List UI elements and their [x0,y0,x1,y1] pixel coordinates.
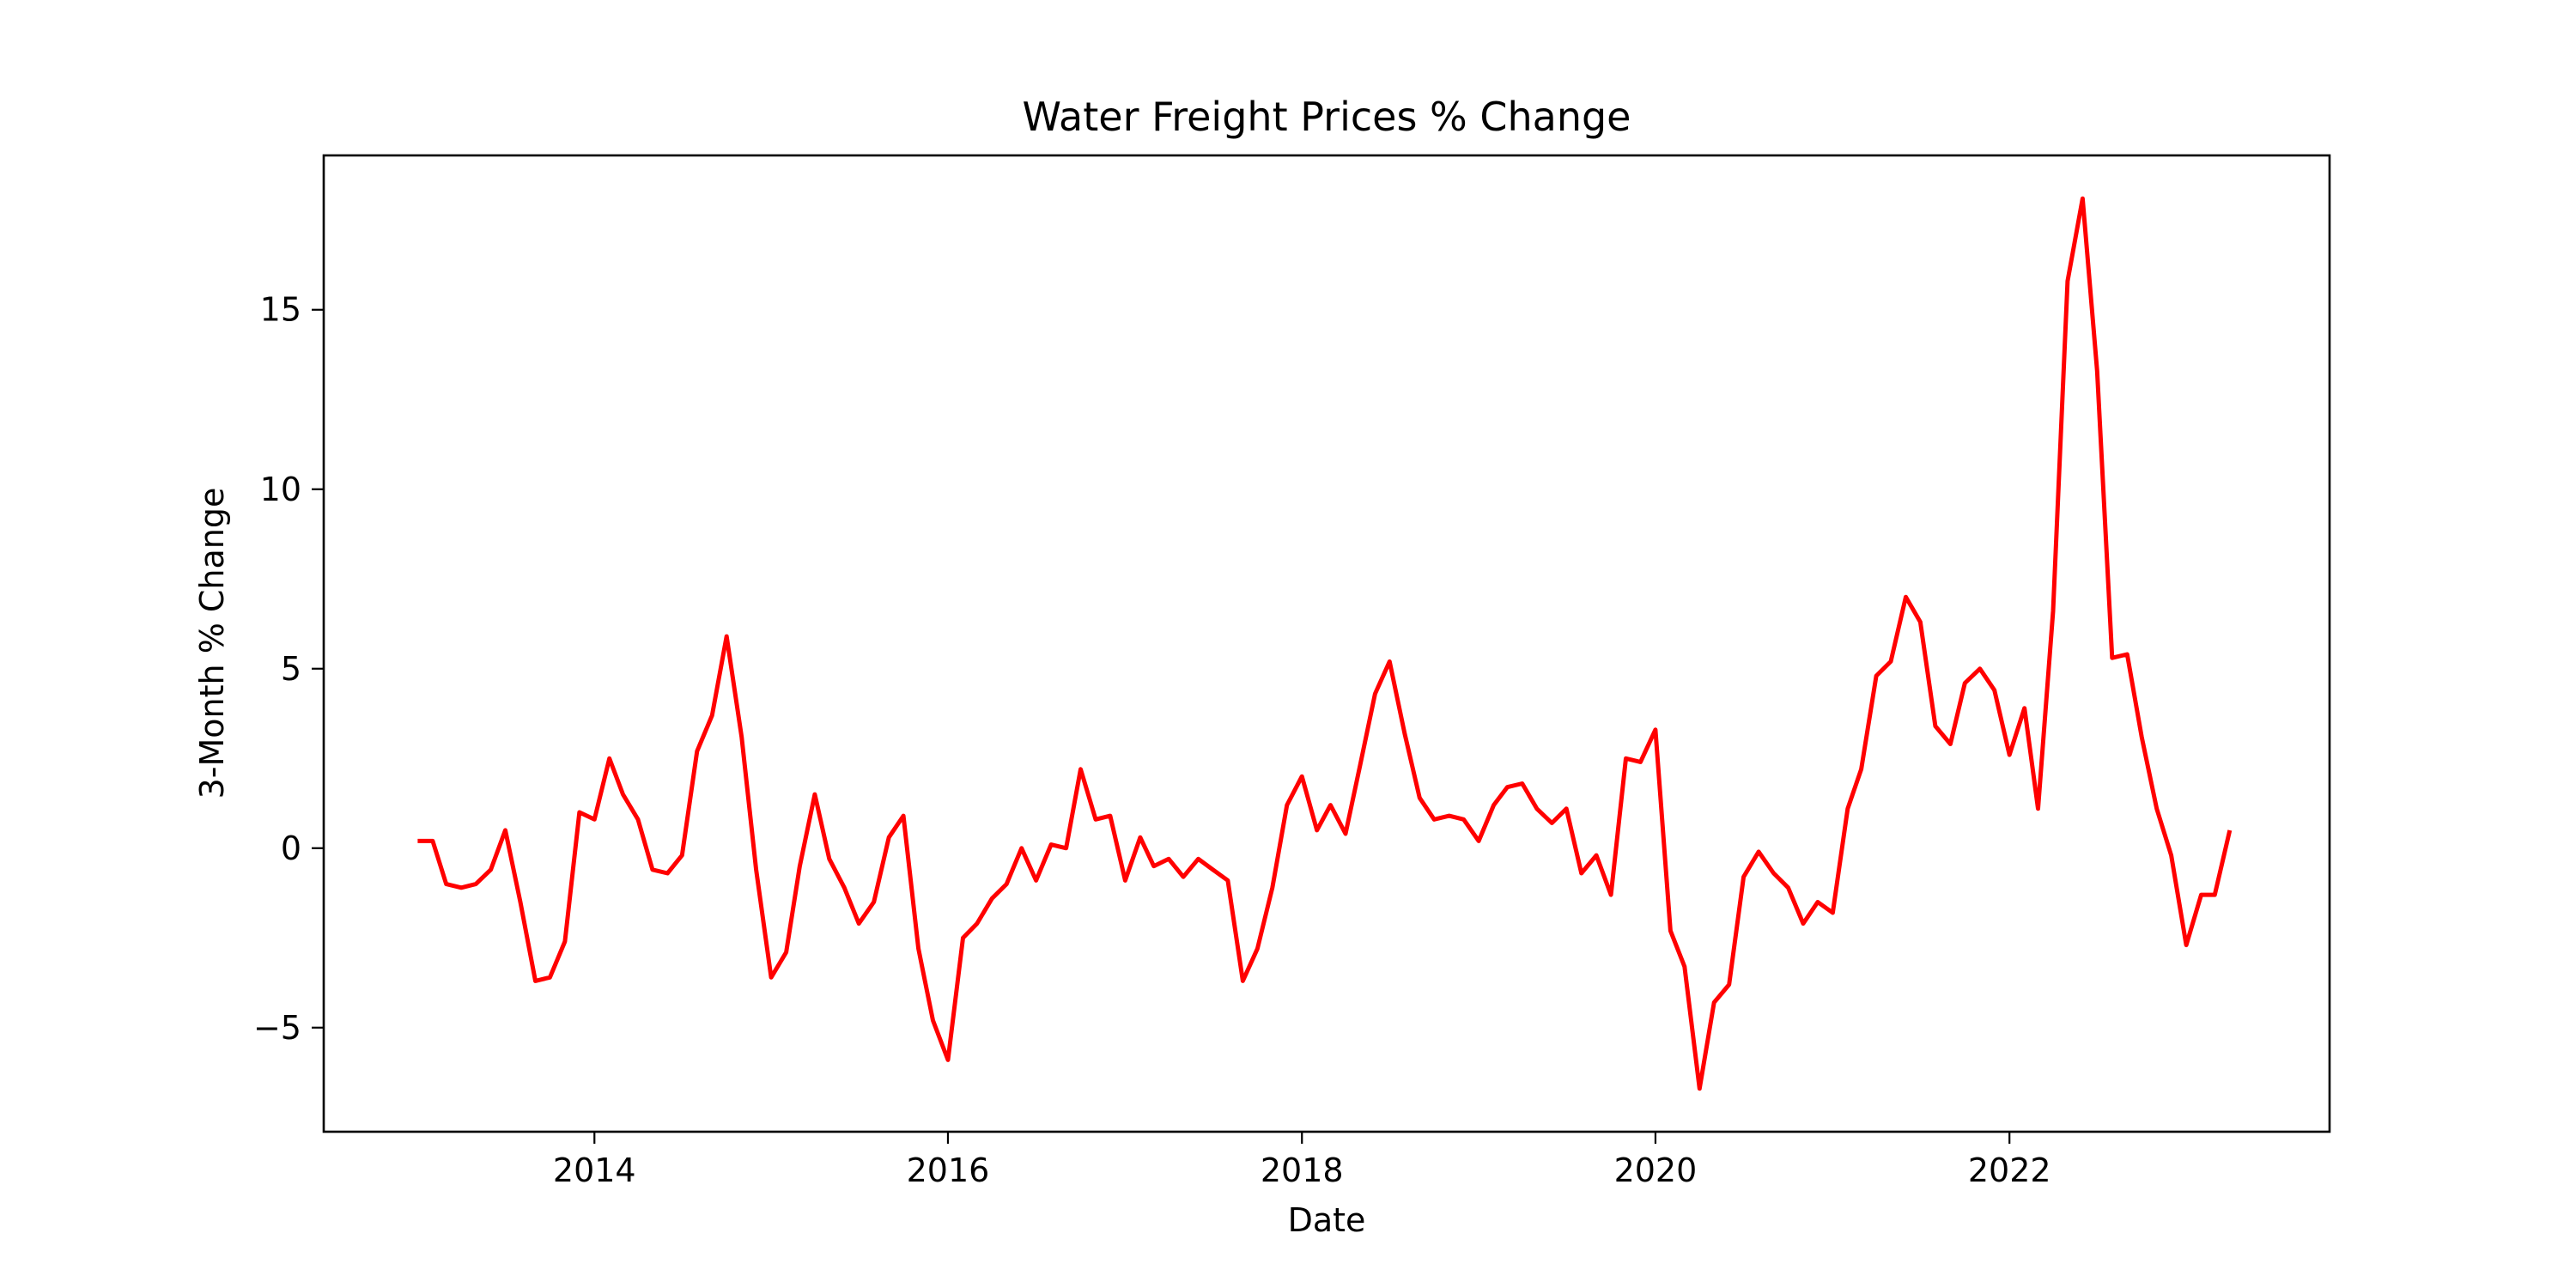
series-layer [417,196,2233,1091]
x-axis: 2014 2016 2018 2020 2022 [553,1132,2051,1189]
y-tick-label: 5 [281,650,301,688]
x-tick-label: 2020 [1614,1151,1698,1189]
plot-frame [322,154,2331,1133]
y-tick-label: 10 [260,471,301,508]
y-axis-label: 3-Month % Change [193,488,231,799]
x-tick-label: 2022 [1968,1151,2051,1189]
y-axis: −5 0 5 10 15 [253,291,324,1047]
x-tick-label: 2018 [1261,1151,1344,1189]
plot-area [322,154,2331,1133]
y-tick-label: 0 [281,829,301,867]
y-tick-label: −5 [253,1009,301,1047]
x-tick-label: 2014 [553,1151,636,1189]
x-tick-label: 2016 [907,1151,990,1189]
x-axis-label: Date [1288,1201,1366,1239]
series-line-0 [417,196,2233,1091]
y-tick-label: 15 [260,291,301,329]
chart-title: Water Freight Prices % Change [1023,94,1631,140]
